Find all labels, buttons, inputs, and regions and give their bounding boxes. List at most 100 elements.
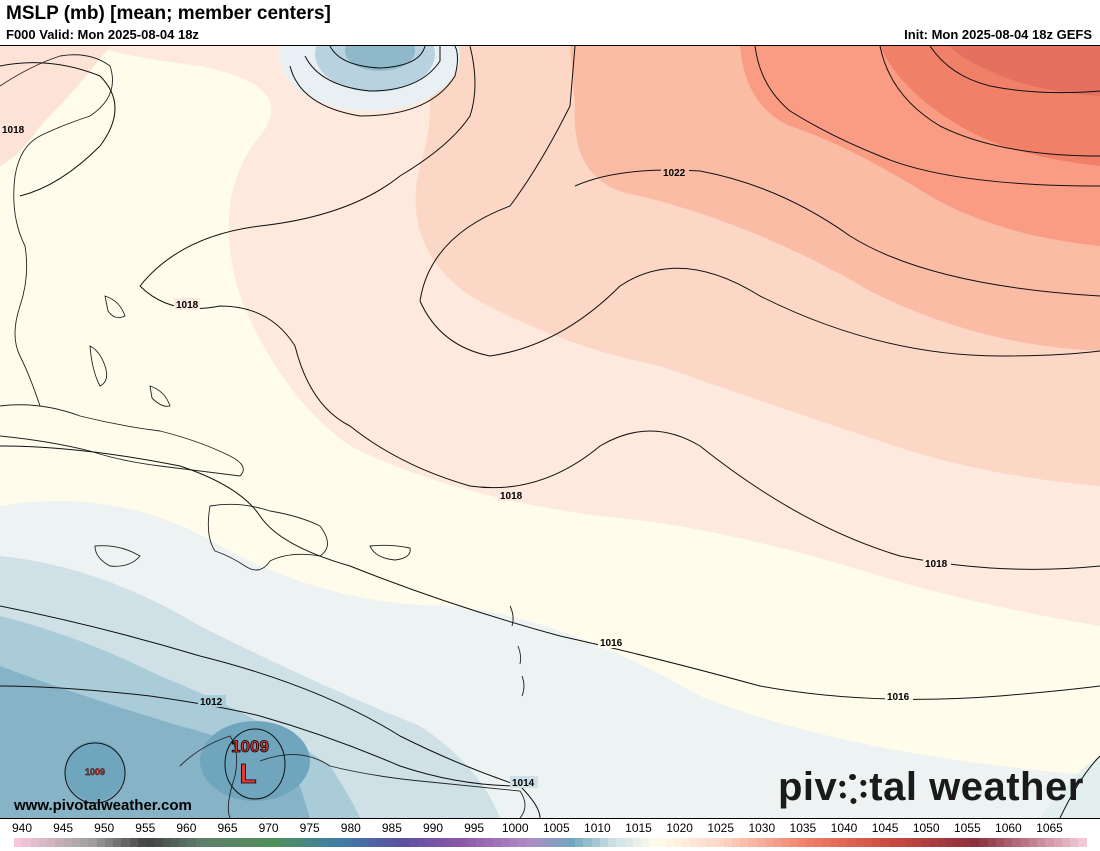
colorbar-swatch bbox=[756, 838, 765, 847]
colorbar-swatch bbox=[583, 838, 592, 847]
lesser-antilles-2 bbox=[517, 645, 522, 665]
label-bg-7 bbox=[885, 690, 913, 702]
colorbar-swatch bbox=[979, 838, 988, 847]
isobar-1020-central bbox=[419, 267, 1100, 357]
colorbar-tick-label: 1020 bbox=[666, 821, 693, 835]
colorbar-swatch bbox=[674, 838, 683, 847]
colorbar-swatch bbox=[657, 838, 666, 847]
colorbar-swatch bbox=[1045, 838, 1054, 847]
colorbar-swatch bbox=[550, 838, 559, 847]
colorbar-swatch bbox=[14, 838, 23, 847]
colorbar-swatch bbox=[385, 838, 394, 847]
colorbar-swatch bbox=[63, 838, 72, 847]
colorbar-tick-label: 945 bbox=[53, 821, 74, 835]
south-america-coast-east bbox=[259, 754, 526, 818]
colorbar-swatch bbox=[723, 838, 732, 847]
isobar-labels: 1018 1018 1022 1018 1018 1016 1016 1012 … bbox=[0, 123, 951, 789]
isobar-1022 bbox=[574, 169, 1100, 297]
colorbar-swatch bbox=[38, 838, 47, 847]
colorbar-swatch bbox=[434, 838, 443, 847]
colorbar-swatch bbox=[839, 838, 848, 847]
website-watermark: www.pivotalweather.com bbox=[14, 797, 192, 814]
label-bg-1 bbox=[0, 123, 26, 135]
brand-right: tal weather bbox=[869, 765, 1084, 809]
low-center-symbol: L bbox=[239, 758, 256, 789]
colorbar-swatch bbox=[443, 838, 452, 847]
colorbar-swatch bbox=[971, 838, 980, 847]
colorbar-swatch bbox=[641, 838, 650, 847]
colorbar-swatch bbox=[1078, 838, 1087, 847]
isobar-small-low bbox=[64, 742, 126, 804]
lesser-antilles-3 bbox=[521, 675, 525, 697]
colorbar-swatch bbox=[764, 838, 773, 847]
colorbar-swatch bbox=[525, 838, 534, 847]
isobar-1024 bbox=[754, 46, 1100, 187]
lesser-antilles-1 bbox=[509, 605, 514, 627]
bahamas-island bbox=[149, 385, 171, 407]
colorbar-swatch bbox=[822, 838, 831, 847]
colorbar-tick-label: 990 bbox=[422, 821, 444, 835]
colorbar-swatch bbox=[335, 838, 344, 847]
colorbar-swatch bbox=[566, 838, 575, 847]
colorbar-swatch bbox=[88, 838, 97, 847]
colorbar-tick-label: 985 bbox=[381, 821, 402, 835]
colorbar-swatch bbox=[344, 838, 353, 847]
colorbar-swatch bbox=[426, 838, 435, 847]
colorbar-tick-label: 1015 bbox=[625, 821, 652, 835]
colorbar-swatch bbox=[377, 838, 386, 847]
colorbar-swatch bbox=[946, 838, 955, 847]
colorbar-swatch bbox=[179, 838, 188, 847]
brand-logo: piv tal weather bbox=[778, 765, 1084, 810]
isobar-1014-south bbox=[0, 605, 521, 787]
colorbar-swatches bbox=[14, 838, 1087, 847]
colorbar-swatch bbox=[938, 838, 947, 847]
label-bg-3 bbox=[661, 166, 689, 178]
colorbar-tick-label: 995 bbox=[464, 821, 485, 835]
colorbar-tick-label: 1055 bbox=[953, 821, 981, 835]
colorbar-swatch bbox=[599, 838, 608, 847]
colorbar-swatch bbox=[278, 838, 287, 847]
colorbar-swatch bbox=[517, 838, 526, 847]
colorbar-swatch bbox=[1070, 838, 1079, 847]
label-bg-2 bbox=[174, 298, 200, 310]
northern-low-core bbox=[345, 46, 415, 71]
colorbar-swatch bbox=[855, 838, 864, 847]
andros-island bbox=[89, 345, 108, 387]
isobar-label: 1018 bbox=[176, 300, 199, 311]
colorbar-swatch bbox=[962, 838, 971, 847]
puerto-rico bbox=[369, 544, 411, 561]
colorbar-swatch bbox=[698, 838, 707, 847]
small-low-core bbox=[65, 741, 125, 801]
colorbar-swatch bbox=[608, 838, 617, 847]
colorbar-swatch bbox=[789, 838, 798, 847]
colorbar-tick-label: 980 bbox=[340, 821, 361, 835]
map-header: MSLP (mb) [mean; member centers] F000 Va… bbox=[0, 0, 1100, 46]
colorbar-swatch bbox=[731, 838, 740, 847]
colorbar-swatch bbox=[418, 838, 427, 847]
colorbar-swatch bbox=[954, 838, 963, 847]
colorbar-swatch bbox=[624, 838, 633, 847]
colorbar-swatch bbox=[616, 838, 625, 847]
colorbar-swatch bbox=[311, 838, 320, 847]
colorbar-swatch bbox=[632, 838, 641, 847]
colorbar-swatch bbox=[22, 838, 31, 847]
colorbar-tick-label: 950 bbox=[94, 821, 115, 835]
colorbar-swatch bbox=[1028, 838, 1037, 847]
colorbar-swatch bbox=[30, 838, 39, 847]
isobar-southeast bbox=[1059, 755, 1100, 818]
colorbar-swatch bbox=[245, 838, 254, 847]
colorbar-swatch bbox=[368, 838, 377, 847]
colorbar-swatch bbox=[393, 838, 402, 847]
colorbar-swatch bbox=[847, 838, 856, 847]
valid-time: F000 Valid: Mon 2025-08-04 18z bbox=[6, 27, 199, 42]
colorbar-swatch bbox=[476, 838, 485, 847]
colorbar-swatch bbox=[146, 838, 155, 847]
colorbar-swatch bbox=[261, 838, 270, 847]
colorbar-swatch bbox=[987, 838, 996, 847]
colorbar-swatch bbox=[269, 838, 278, 847]
us-east-coast bbox=[0, 54, 113, 407]
colorbar-tick-label: 970 bbox=[258, 821, 279, 835]
brand-left: piv bbox=[778, 765, 838, 809]
colorbar-tick-label: 965 bbox=[217, 821, 238, 835]
isobar-low-center bbox=[224, 728, 286, 800]
